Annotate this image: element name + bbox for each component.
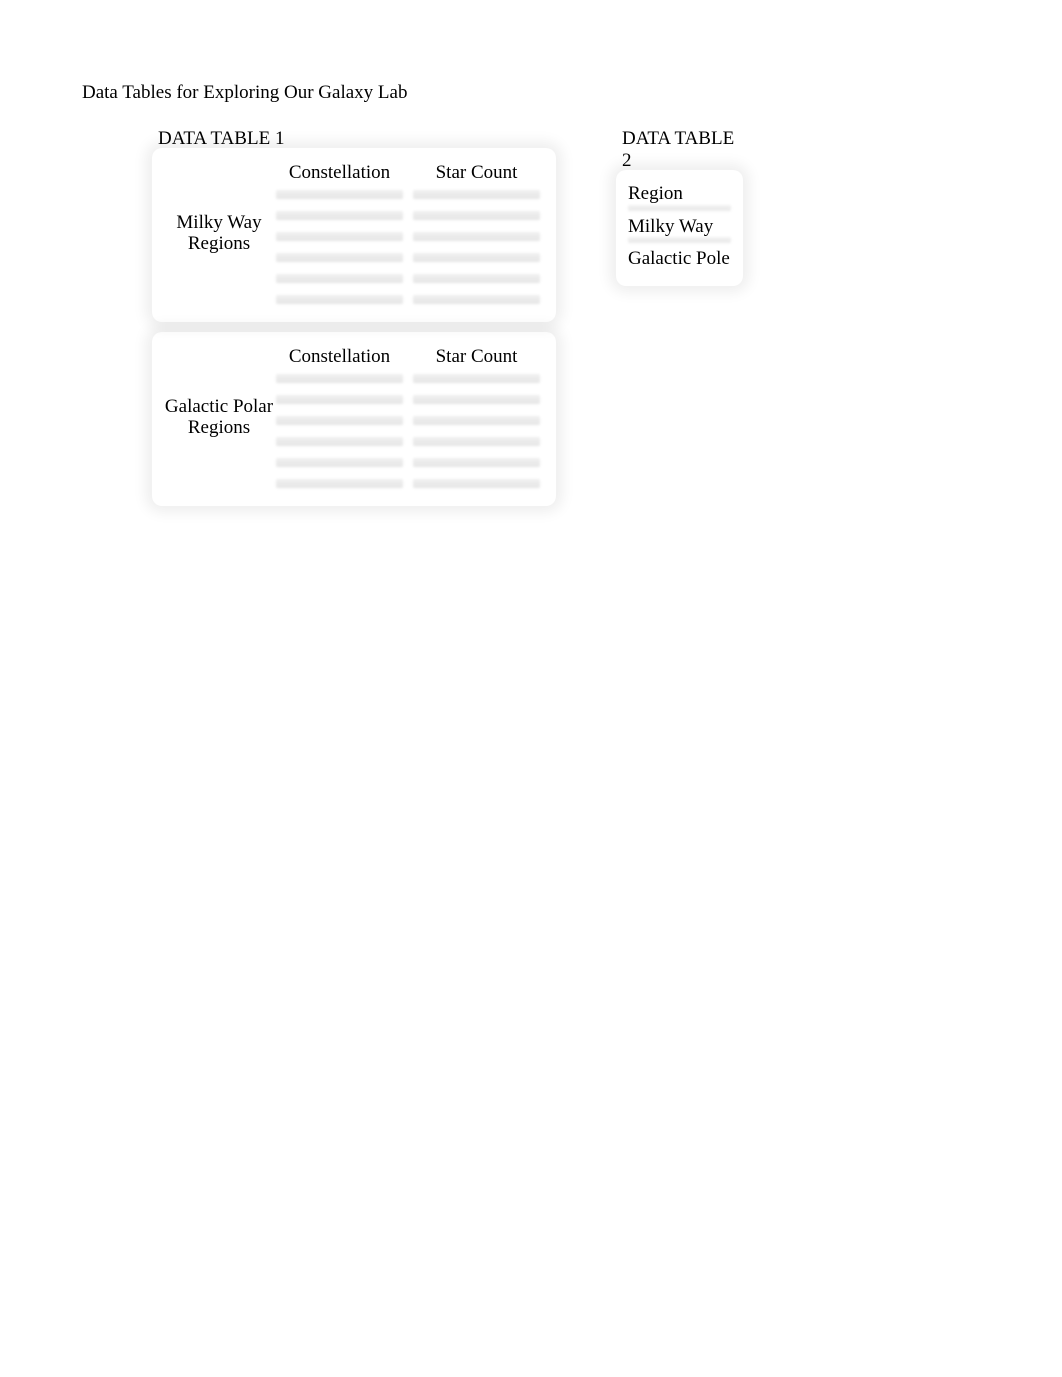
region-label-line2: Regions <box>164 234 274 255</box>
blank-entry <box>276 395 403 404</box>
column-header-star-count: Star Count <box>413 346 540 368</box>
blank-entry <box>413 437 540 446</box>
blank-underline <box>628 205 731 211</box>
column-header-constellation: Constellation <box>276 162 403 184</box>
table-2-row-galactic-pole: Galactic Pole <box>628 247 731 272</box>
table-2-heading: DATA TABLE 2 <box>622 128 737 172</box>
data-columns: Constellation Star Count <box>276 346 540 490</box>
region-label: Galactic Polar Regions <box>162 346 276 490</box>
blank-entry <box>276 479 403 488</box>
blank-underline <box>628 237 731 243</box>
blank-entry <box>276 437 403 446</box>
blank-entry <box>276 374 403 383</box>
blank-entry <box>276 232 403 241</box>
blank-entry <box>413 374 540 383</box>
table-1-heading: DATA TABLE 1 <box>158 128 550 150</box>
blank-entry <box>413 232 540 241</box>
region-label-line1: Galactic Polar <box>164 397 274 418</box>
table-2-card: Region Milky Way Galactic Pole <box>622 176 737 280</box>
data-table-1: DATA TABLE 1 Milky Way Regions Constella… <box>158 128 550 500</box>
region-label-line1: Milky Way <box>164 213 274 234</box>
blank-entry <box>413 479 540 488</box>
table-2-row-milky-way: Milky Way <box>628 215 731 240</box>
star-count-column: Star Count <box>413 346 540 490</box>
column-header-constellation: Constellation <box>276 346 403 368</box>
blank-entry <box>413 274 540 283</box>
region-label: Milky Way Regions <box>162 162 276 306</box>
blank-entry <box>276 253 403 262</box>
table-1-section-galactic-polar: Galactic Polar Regions Constellation Sta… <box>158 338 550 500</box>
data-columns: Constellation Star Count <box>276 162 540 306</box>
star-count-column: Star Count <box>413 162 540 306</box>
blank-entry <box>413 416 540 425</box>
blank-entry <box>413 295 540 304</box>
data-table-2: DATA TABLE 2 Region Milky Way Galactic P… <box>622 128 737 280</box>
blank-entry <box>413 395 540 404</box>
blank-entry <box>413 190 540 199</box>
column-header-star-count: Star Count <box>413 162 540 184</box>
table-2-row-region: Region <box>628 182 731 207</box>
blank-entry <box>276 458 403 467</box>
page-title: Data Tables for Exploring Our Galaxy Lab <box>82 82 407 104</box>
blank-entry <box>413 211 540 220</box>
constellation-column: Constellation <box>276 346 403 490</box>
blank-entry <box>413 253 540 262</box>
blank-entry <box>413 458 540 467</box>
blank-entry <box>276 274 403 283</box>
constellation-column: Constellation <box>276 162 403 306</box>
blank-entry <box>276 295 403 304</box>
table-1-section-milky-way: Milky Way Regions Constellation Star Cou… <box>158 154 550 316</box>
blank-entry <box>276 211 403 220</box>
blank-entry <box>276 190 403 199</box>
blank-entry <box>276 416 403 425</box>
region-label-line2: Regions <box>164 418 274 439</box>
